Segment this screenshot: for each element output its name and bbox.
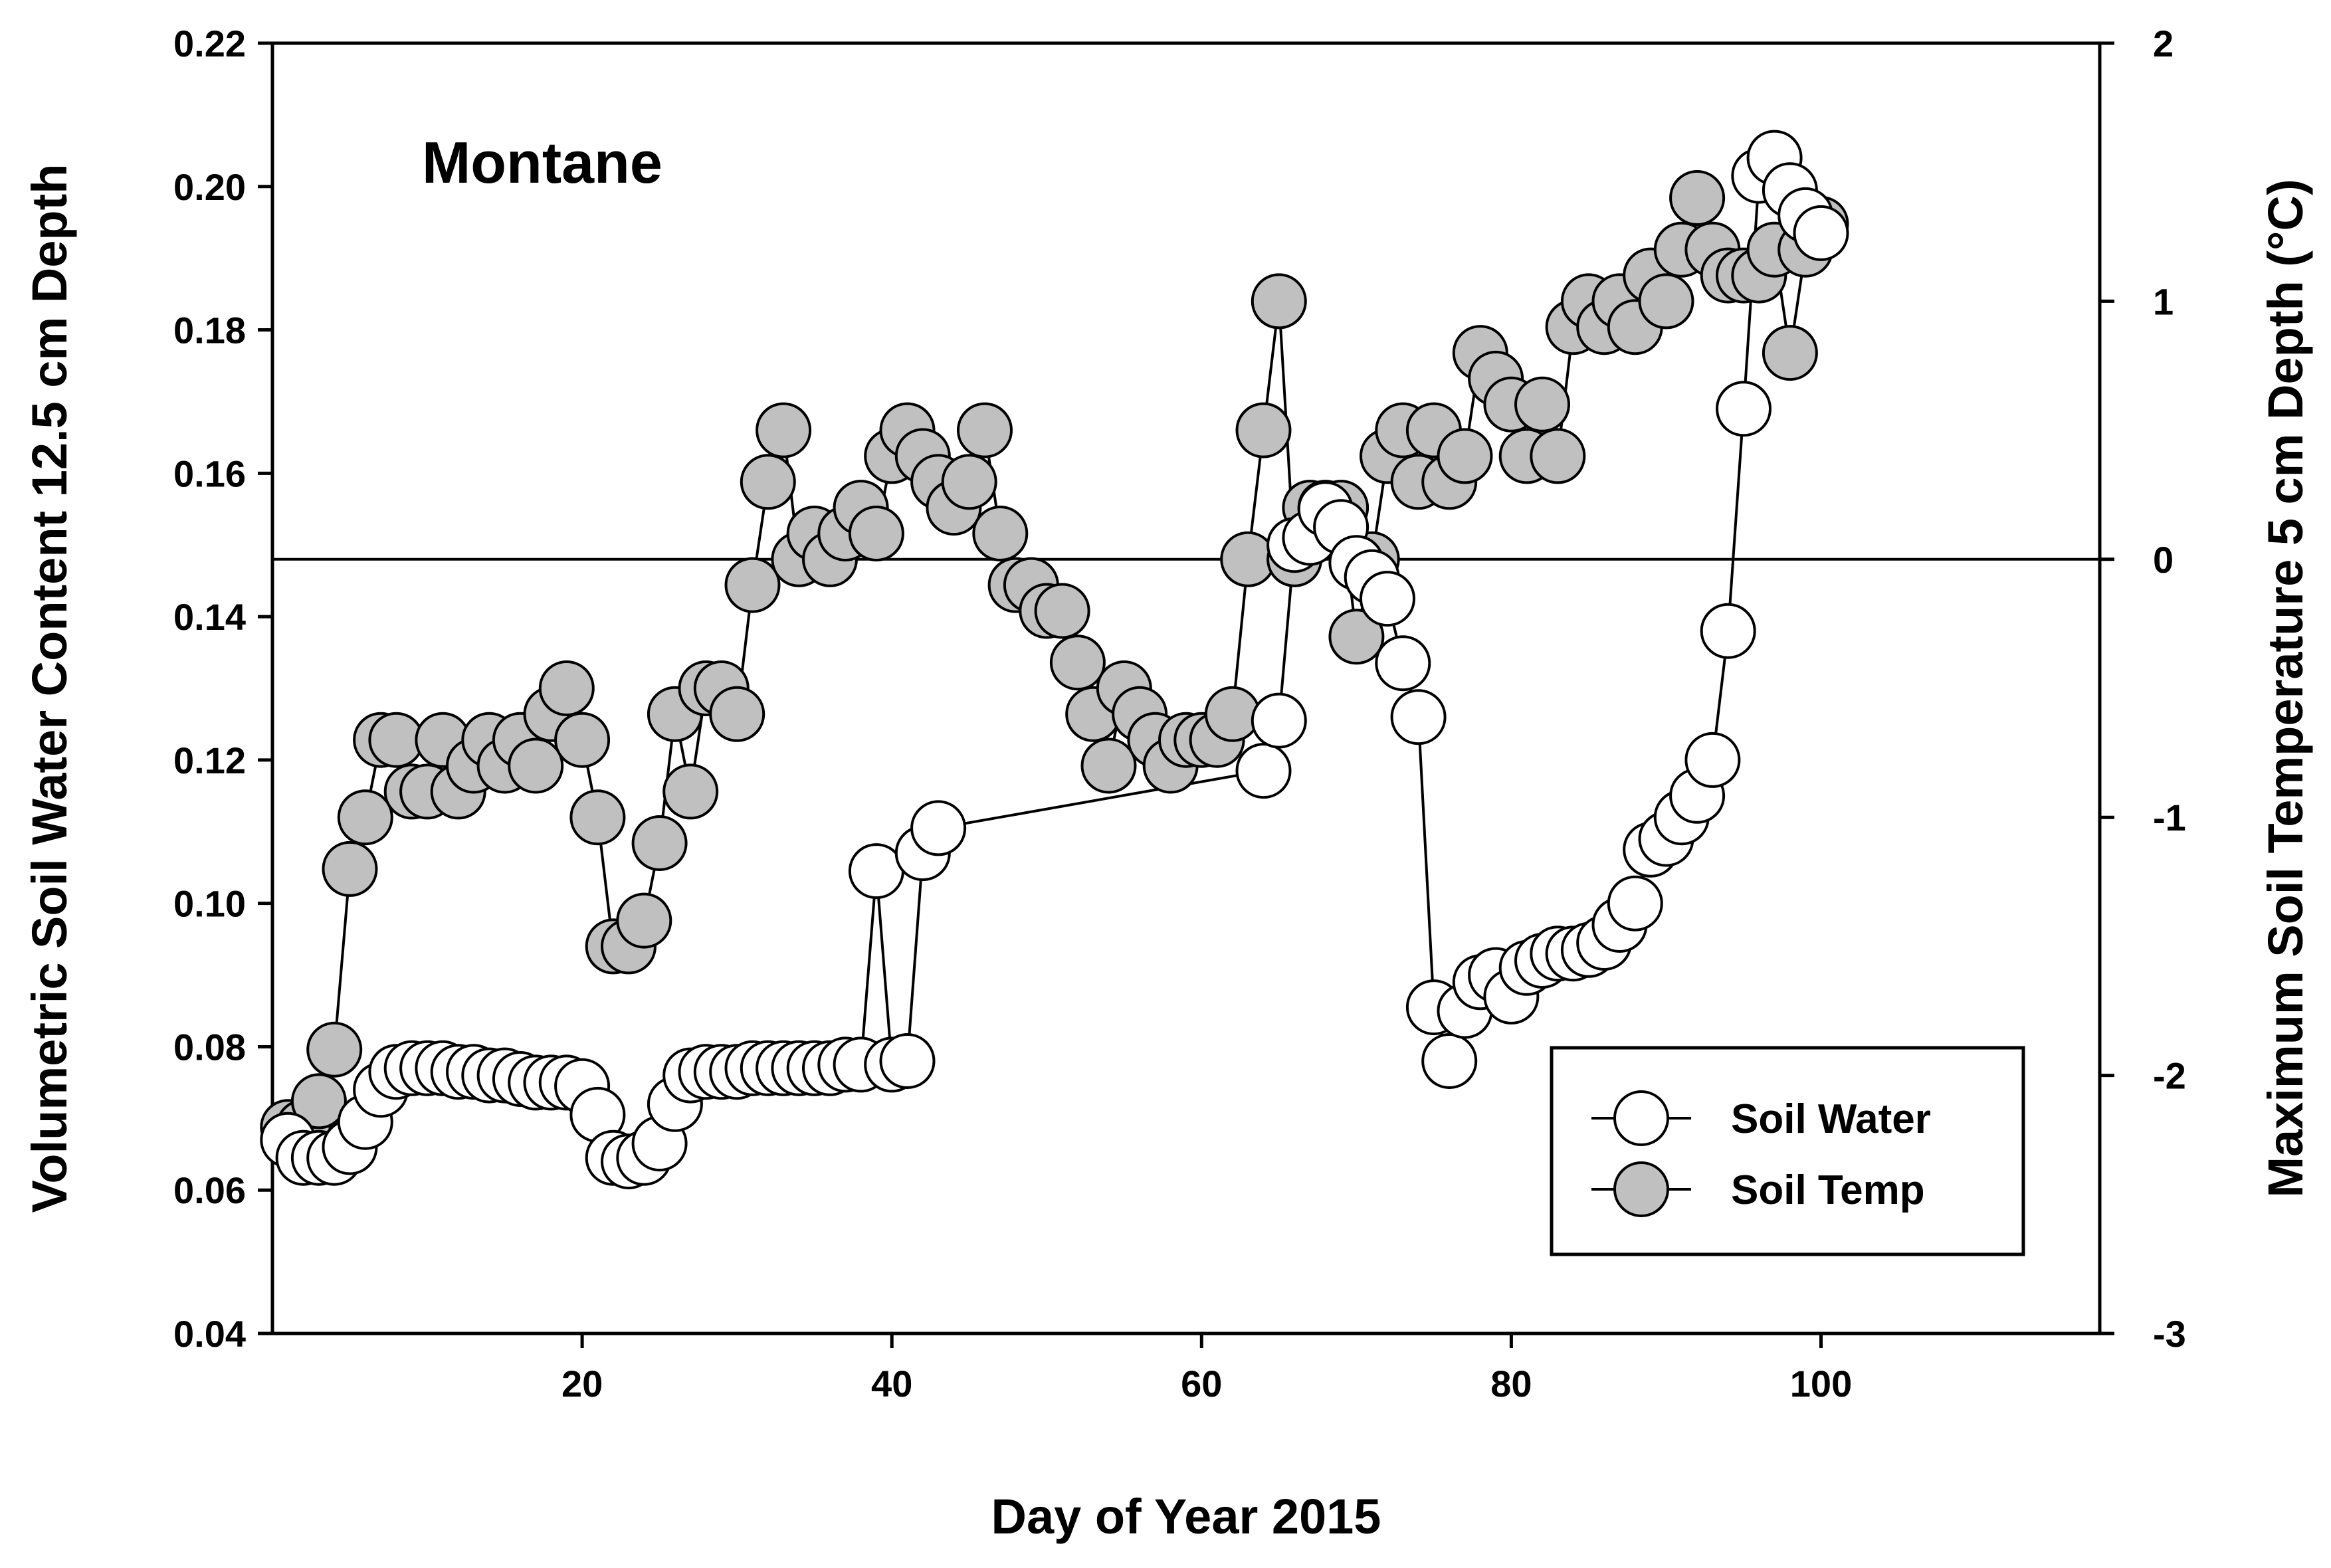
data-point-soil-temp (1514, 376, 1570, 433)
data-point-soil-temp (941, 454, 997, 510)
legend-marker-soil-water (1613, 1090, 1669, 1146)
x-tick-label: 100 (1790, 1363, 1852, 1405)
data-point-soil-temp (740, 454, 796, 510)
x-tick-label: 60 (1181, 1363, 1222, 1405)
data-point-soil-temp (1328, 609, 1385, 665)
y-right-tick-label: -2 (2153, 1055, 2186, 1097)
data-point-soil-water (1607, 875, 1663, 931)
legend-marker-soil-temp (1613, 1161, 1669, 1217)
data-point-soil-water (1421, 1033, 1478, 1089)
x-tick-label: 20 (561, 1363, 603, 1405)
y-right-tick-label: 0 (2153, 539, 2174, 581)
y-axis-left-title: Volumetric Soil Water Content 12.5 cm De… (22, 164, 77, 1213)
data-point-soil-temp (1235, 402, 1292, 458)
data-point-soil-temp (337, 789, 393, 846)
data-point-soil-temp (508, 737, 564, 794)
data-point-soil-water (1716, 381, 1772, 437)
data-point-soil-temp (972, 506, 1029, 561)
legend-label-soil-water: Soil Water (1731, 1096, 1931, 1142)
data-point-soil-temp (290, 1073, 347, 1129)
data-point-soil-temp (1530, 428, 1586, 484)
data-point-soil-temp (306, 1021, 363, 1078)
data-point-soil-temp (724, 557, 781, 613)
data-point-soil-water (1700, 603, 1756, 659)
x-tick-label: 80 (1490, 1363, 1532, 1405)
y-right-tick-label: -3 (2153, 1313, 2186, 1355)
data-point-soil-water (1375, 635, 1431, 692)
plot-frame (270, 41, 2102, 1335)
data-point-soil-temp (554, 712, 611, 768)
data-point-soil-temp (1251, 273, 1307, 330)
tick-group: 20 40 60 80 1000.040.060.080.100.120.140.160… (173, 23, 2186, 1405)
x-axis-title: Day of Year 2015 (991, 1489, 1381, 1544)
data-point-soil-temp (1080, 737, 1137, 794)
data-point-soil-water (1684, 732, 1741, 788)
plot-frame-group (270, 41, 2102, 1335)
y-axis-right-title: Maximum Soil Temperature 5 cm Depth (°C) (2258, 179, 2313, 1197)
data-point-soil-temp (538, 660, 595, 716)
y-left-tick-label: 0.16 (173, 452, 246, 494)
y-left-tick-label: 0.14 (173, 596, 246, 638)
data-point-soil-water (1360, 571, 1415, 627)
data-point-soil-temp (848, 506, 904, 561)
data-point-soil-water (910, 800, 967, 856)
panel-label: Montane (422, 130, 662, 195)
y-right-tick-label: 1 (2153, 280, 2174, 322)
data-point-soil-temp (1762, 325, 1818, 381)
y-left-tick-label: 0.08 (173, 1026, 246, 1068)
data-point-soil-temp (1437, 428, 1493, 484)
data-point-soil-temp (1049, 635, 1106, 691)
data-point-soil-water (1235, 743, 1292, 799)
data-point-soil-temp (709, 686, 765, 742)
y-right-tick-label: 2 (2153, 23, 2174, 64)
data-point-soil-temp (957, 402, 1013, 458)
data-point-soil-temp (1034, 583, 1090, 639)
data-point-soil-temp (662, 763, 719, 820)
data-point-soil-temp (616, 892, 672, 949)
y-left-tick-label: 0.22 (173, 23, 246, 64)
legend: Soil Water Soil Temp (1550, 1046, 2025, 1256)
data-point-soil-temp (1669, 170, 1726, 226)
y-left-tick-label: 0.06 (173, 1169, 246, 1211)
y-left-tick-label: 0.10 (173, 883, 246, 925)
data-point-soil-temp (569, 789, 626, 846)
data-point-soil-temp (322, 840, 378, 897)
data-point-soil-temp (756, 402, 812, 458)
x-tick-label: 40 (871, 1363, 912, 1405)
y-left-tick-label: 0.18 (173, 310, 246, 351)
data-point-soil-temp (631, 815, 688, 871)
y-left-tick-label: 0.20 (173, 166, 246, 208)
y-left-tick-label: 0.12 (173, 739, 246, 781)
y-left-tick-label: 0.04 (173, 1313, 246, 1355)
legend-label-soil-temp: Soil Temp (1731, 1167, 1925, 1213)
data-point-soil-water (879, 1033, 936, 1089)
data-point-soil-water (1390, 689, 1447, 745)
data-point-soil-water (1793, 205, 1849, 261)
data-point-soil-temp (1638, 273, 1694, 330)
data-point-soil-temp (1204, 686, 1261, 742)
legend-box (1550, 1046, 2025, 1256)
data-point-soil-water (1251, 692, 1307, 749)
y-right-tick-label: -1 (2153, 797, 2186, 838)
series-group (260, 130, 2100, 1190)
